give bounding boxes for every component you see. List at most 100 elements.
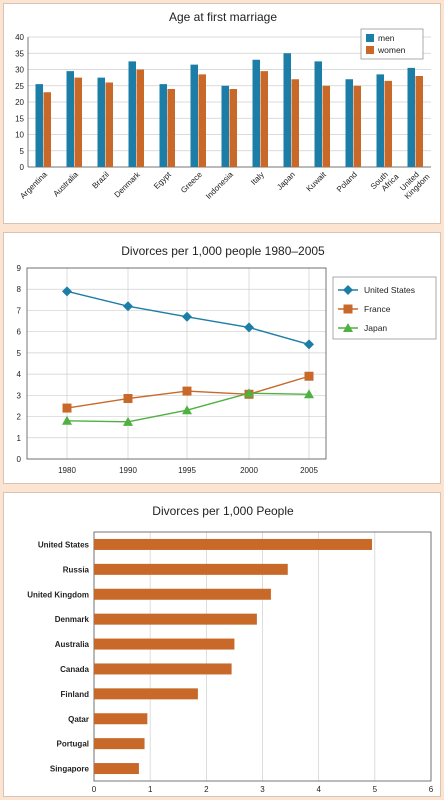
divorces-per-1000-chart: Divorces per 1,000 People 0 1 2 3 4 5 6 United S… [27, 504, 434, 794]
y-tick-label-canada: Canada [60, 665, 89, 674]
bar-women-australia [74, 77, 82, 167]
bar-united-states [94, 538, 373, 550]
point-france-1990 [123, 394, 133, 404]
legend-marker-japan [343, 323, 353, 332]
bar-men-kuwait [314, 61, 322, 167]
y-tick-label-4: 4 [17, 370, 22, 379]
x-tick-label-1990: 1990 [119, 466, 137, 475]
chart-panel-divorces-1980-2005: Divorces per 1,000 people 1980–2005 0 1 2 3 4… [3, 232, 441, 484]
plot-frame [26, 267, 327, 460]
x-tick-label-indonesia: Indonesia [204, 170, 235, 201]
bar-women-denmark [136, 69, 144, 167]
legend-label-united-states: United States [364, 285, 415, 295]
plot-frame [93, 531, 432, 782]
legend-swatch-men [366, 34, 374, 42]
y-tick-label-5: 5 [17, 349, 22, 358]
bar-women-egypt [167, 89, 175, 167]
bar-united-kingdom [94, 588, 271, 600]
x-tick-label-australia: Australia [52, 170, 81, 199]
y-tick-label-denmark: Denmark [55, 615, 90, 624]
y-tick-label-6: 6 [17, 328, 22, 337]
x-tick-label-south-africa: SouthAfrica [369, 165, 401, 197]
age-at-first-marriage-chart: Age at first marriage 0 5 10 15 20 25 30 35 40 Arg… [15, 10, 432, 201]
x-tick-label-1: 1 [148, 785, 153, 794]
bar-women-kuwait [322, 85, 330, 167]
point-japan-1980 [62, 415, 72, 425]
x-tick-label-0: 0 [92, 785, 97, 794]
y-tick-label-2: 2 [17, 413, 22, 422]
x-tick-label-brazil: Brazil [90, 170, 111, 191]
bar-canada [94, 663, 232, 675]
chart-title: Divorces per 1,000 People [152, 504, 294, 518]
x-tick-label-denmark: Denmark [113, 169, 143, 199]
bar-women-brazil [105, 82, 113, 167]
x-tick-label-japan: Japan [275, 170, 297, 192]
x-tick-label-united-kingdom: UnitedKingdom [396, 166, 431, 201]
divorces-1980-2005-chart: Divorces per 1,000 people 1980–2005 0 1 2 3 4… [17, 244, 437, 475]
y-tick-label-3: 3 [17, 391, 22, 400]
x-tick-label-kuwait: Kuwait [305, 170, 329, 194]
bar-men-united-kingdom [407, 67, 415, 167]
point-united-states-2005 [304, 339, 314, 350]
bar-men-italy [252, 59, 260, 167]
point-japan-1995 [182, 405, 192, 415]
bar-women-argentina [43, 92, 51, 167]
x-tick-label-argentina: Argentina [18, 170, 49, 201]
point-united-states-2000 [244, 322, 254, 333]
bar-women-south-africa [384, 80, 392, 167]
x-tick-label-1980: 1980 [58, 466, 76, 475]
y-tick-label-1: 1 [17, 434, 22, 443]
chart-panel-divorces-per-1000: Divorces per 1,000 People 0 1 2 3 4 5 6 United S… [3, 492, 441, 797]
bar-men-greece [190, 64, 198, 167]
x-tick-label-6: 6 [429, 785, 434, 794]
y-tick-label-qatar: Qatar [68, 715, 89, 724]
y-tick-label-9: 9 [17, 264, 22, 273]
bar-australia [94, 638, 235, 650]
y-tick-label-0: 0 [17, 455, 22, 464]
y-tick-label-10: 10 [15, 131, 24, 140]
bar-women-italy [260, 71, 268, 167]
legend-marker-united-states [343, 285, 353, 295]
point-united-states-1995 [182, 311, 192, 322]
bar-women-united-kingdom [415, 76, 423, 167]
bar-men-brazil [97, 77, 105, 167]
y-tick-label-15: 15 [15, 114, 24, 123]
point-france-1980 [62, 403, 72, 413]
x-tick-label-2: 2 [204, 785, 209, 794]
y-tick-label-portugal: Portugal [57, 740, 89, 749]
x-tick-label-poland: Poland [335, 170, 359, 194]
bar-women-greece [198, 74, 206, 167]
legend-label-women: women [377, 45, 406, 55]
bar-portugal [94, 738, 145, 750]
chart-title: Divorces per 1,000 people 1980–2005 [121, 244, 325, 258]
bar-men-argentina [35, 84, 43, 167]
point-france-2005 [304, 371, 314, 381]
y-tick-label-35: 35 [15, 49, 24, 58]
y-tick-label-0: 0 [20, 163, 25, 172]
x-tick-label-italy: Italy [249, 170, 266, 187]
bar-men-denmark [128, 61, 136, 167]
y-tick-label-singapore: Singapore [50, 765, 90, 774]
legend-swatch-women [366, 46, 374, 54]
x-tick-label-3: 3 [260, 785, 265, 794]
bar-singapore [94, 763, 139, 775]
bar-denmark [94, 613, 257, 625]
legend-label-france: France [364, 304, 391, 314]
bar-russia [94, 563, 288, 575]
x-tick-label-egypt: Egypt [152, 170, 173, 191]
bar-women-indonesia [229, 89, 237, 167]
legend-marker-france [343, 304, 353, 314]
bar-men-egypt [159, 84, 167, 167]
bar-finland [94, 688, 198, 700]
legend-label-men: men [378, 33, 395, 43]
chart-title: Age at first marriage [169, 10, 277, 24]
bar-men-poland [345, 79, 353, 167]
bar-women-poland [353, 85, 361, 167]
point-france-1995 [182, 386, 192, 396]
y-tick-label-finland: Finland [61, 690, 90, 699]
y-tick-label-25: 25 [15, 82, 24, 91]
legend-label-japan: Japan [364, 323, 387, 333]
x-tick-label-5: 5 [373, 785, 378, 794]
y-tick-label-40: 40 [15, 33, 24, 42]
bar-qatar [94, 713, 148, 725]
